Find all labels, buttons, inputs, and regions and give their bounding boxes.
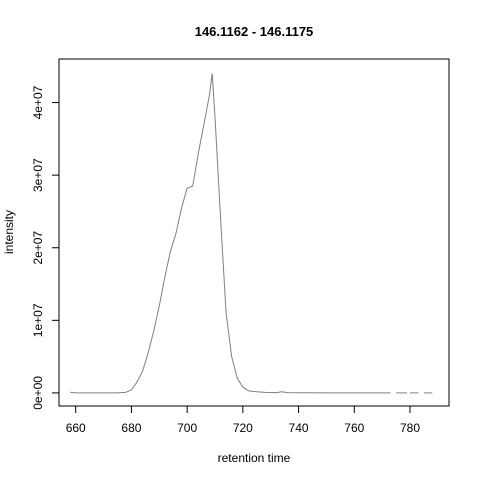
x-tick-label: 700 <box>177 421 197 435</box>
x-tick-label: 680 <box>121 421 141 435</box>
y-ticks: 0e+00 1e+07 2e+07 3e+07 4e+07 <box>31 85 59 410</box>
y-tick-label: 4e+07 <box>31 85 45 119</box>
x-axis-label: retention time <box>218 451 291 465</box>
y-axis-label: intensity <box>2 210 16 254</box>
x-tick-label: 660 <box>66 421 86 435</box>
series-line-segment <box>70 73 391 394</box>
series-layer <box>70 73 433 394</box>
y-tick-label: 3e+07 <box>31 158 45 192</box>
y-tick-label: 0e+00 <box>31 376 45 410</box>
x-ticks: 660 680 700 720 740 760 780 <box>66 406 420 435</box>
y-tick-label: 1e+07 <box>31 303 45 337</box>
x-tick-label: 760 <box>344 421 364 435</box>
y-tick-label: 2e+07 <box>31 231 45 265</box>
chart-title: 146.1162 - 146.1175 <box>195 24 314 39</box>
x-tick-label: 720 <box>233 421 253 435</box>
x-tick-label: 740 <box>289 421 309 435</box>
x-tick-label: 780 <box>400 421 420 435</box>
plot-frame <box>58 58 450 407</box>
